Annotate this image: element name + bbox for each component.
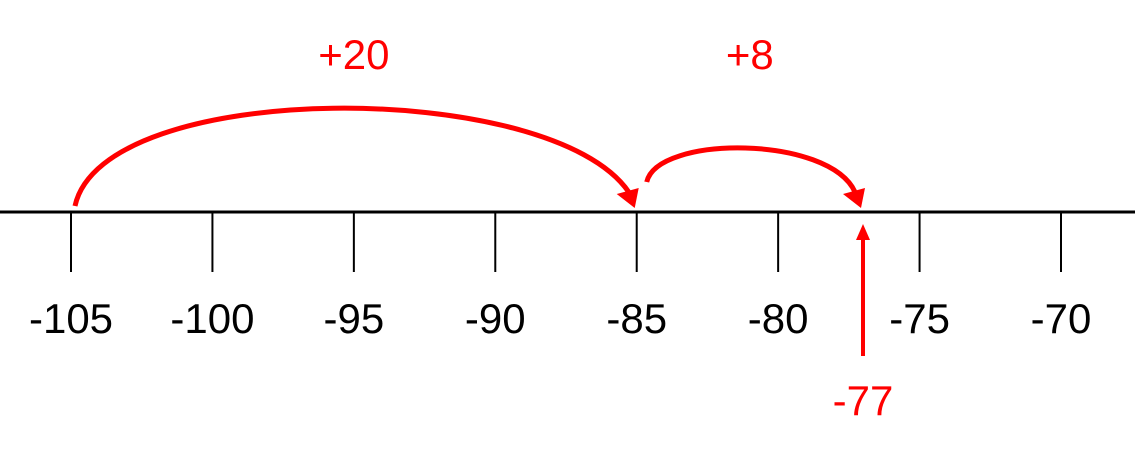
jump-arc <box>644 145 858 194</box>
jump-arrowhead <box>843 188 865 208</box>
jump-arc <box>72 105 631 207</box>
tick-label: -105 <box>29 295 113 342</box>
jump-arrowhead <box>616 188 639 208</box>
tick-label: -95 <box>324 295 385 342</box>
tick-label: -85 <box>606 295 667 342</box>
tick-label: -70 <box>1031 295 1092 342</box>
marker-arrowhead <box>856 224 870 240</box>
tick-label: -90 <box>465 295 526 342</box>
tick-label: -80 <box>748 295 809 342</box>
jump-label: +20 <box>318 31 389 78</box>
tick-label: -75 <box>889 295 950 342</box>
marker-label: -77 <box>833 377 894 424</box>
jump-label: +8 <box>726 31 774 78</box>
tick-label: -100 <box>170 295 254 342</box>
